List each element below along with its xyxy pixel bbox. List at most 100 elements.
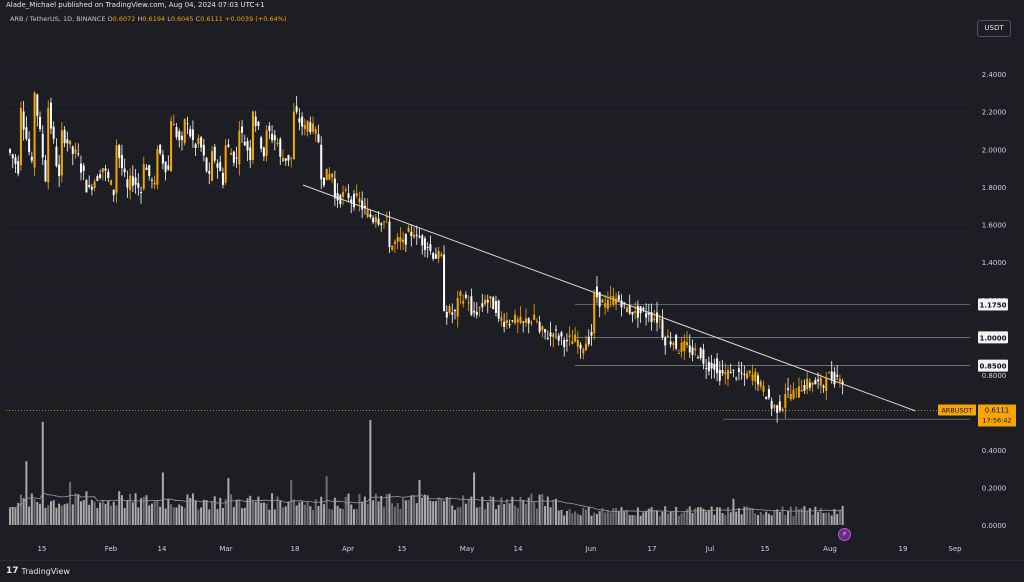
volume-bar <box>79 501 82 525</box>
publisher-line: Alade_Michael published on TradingView.c… <box>6 1 265 9</box>
candle-body <box>120 154 123 169</box>
candle-body <box>71 146 74 154</box>
candle-body <box>391 245 394 250</box>
candle-body <box>347 193 350 199</box>
candle-body <box>748 370 751 374</box>
candle-body <box>617 295 620 301</box>
volume-bar <box>639 515 642 525</box>
candle-body <box>410 231 413 237</box>
volume-bar <box>691 512 694 525</box>
level-label: 1.1750 <box>979 301 1006 309</box>
candle-body <box>767 389 770 398</box>
volume-bar <box>317 506 320 525</box>
volume-bar <box>19 494 22 525</box>
candle-body <box>535 320 538 322</box>
candle-body <box>762 385 765 392</box>
volume-tick-label: 0.4000 <box>982 447 1007 455</box>
volume-bar <box>838 509 841 525</box>
candle-body <box>317 134 320 143</box>
candle-body <box>423 238 426 251</box>
volume-bar <box>555 498 557 525</box>
candle-body <box>819 377 822 386</box>
volume-bar <box>500 497 503 525</box>
volume-bar <box>251 499 254 525</box>
volume-bar <box>369 420 372 525</box>
candle-body <box>833 371 836 385</box>
candle-body <box>271 133 274 141</box>
footer: 17 TradingView <box>0 560 1024 582</box>
volume-bar <box>25 461 28 525</box>
volume-bar <box>445 497 448 525</box>
candle-body <box>787 388 790 391</box>
candle-body <box>298 118 301 123</box>
volume-bar <box>642 512 645 525</box>
volume-bar <box>322 504 325 525</box>
candle-body <box>675 335 678 349</box>
candle-body <box>792 389 795 399</box>
candle-body <box>194 144 197 148</box>
candle-body <box>555 329 557 331</box>
currency-button[interactable]: USDT <box>977 20 1011 37</box>
volume-bar <box>522 500 525 525</box>
close-value: 0.6111 <box>200 15 223 23</box>
volume-bar <box>44 507 47 525</box>
candle-body <box>797 386 800 398</box>
volume-bar <box>268 509 271 525</box>
candle-body <box>470 296 473 315</box>
volume-bar <box>770 515 773 525</box>
volume-bar <box>404 500 407 525</box>
volume-bar <box>82 500 85 525</box>
horizontal-levels <box>575 304 970 420</box>
candle-body <box>494 300 497 313</box>
volume-bar <box>459 507 462 525</box>
candle-body <box>456 297 459 317</box>
candle-body <box>492 297 495 310</box>
volume-bar <box>527 497 530 525</box>
candle-body <box>658 318 661 320</box>
candle-body <box>814 380 817 385</box>
candle-body <box>776 405 779 413</box>
candle-body <box>131 176 134 186</box>
candle-body <box>145 167 148 170</box>
candle-body <box>699 348 702 359</box>
current-price-label: ARBUSDT 0.6111 17:56:42 <box>938 404 1016 427</box>
candle-body <box>634 311 637 313</box>
tradingview-logo[interactable]: 17 TradingView <box>6 566 70 576</box>
volume-bar <box>11 507 14 525</box>
volume-bar <box>115 505 118 525</box>
time-tick-label: 15 <box>398 545 407 553</box>
price-chart[interactable]: 2.40002.20002.00001.80001.60001.40001.20… <box>0 0 1024 560</box>
volume-bar <box>333 497 336 525</box>
volume-bar <box>221 507 224 525</box>
candle-body <box>25 127 28 139</box>
candle-body <box>721 370 724 374</box>
candle-body <box>44 160 47 182</box>
candle-body <box>325 168 328 181</box>
candle-body <box>216 163 219 168</box>
candle-body <box>52 126 55 139</box>
candle-body <box>282 157 284 162</box>
candle-body <box>101 168 104 173</box>
candle-body <box>541 326 544 331</box>
volume-bar <box>541 494 544 525</box>
candle-body <box>333 178 336 199</box>
candle-body <box>825 376 828 392</box>
volume-bar <box>39 503 42 525</box>
candle-body <box>686 342 689 346</box>
low-label: L <box>167 15 171 23</box>
volume-bar <box>101 501 104 525</box>
candle-body <box>434 254 437 259</box>
candle-body <box>241 126 244 133</box>
volume-bar <box>328 508 331 525</box>
volume-bar <box>789 506 792 525</box>
candle-body <box>838 378 841 382</box>
price-tick-label: 1.6000 <box>982 222 1007 230</box>
volume-bar <box>314 499 317 525</box>
candle-body <box>587 336 590 345</box>
lightning-icon[interactable]: ⚡ <box>838 528 851 541</box>
candle-body <box>784 393 787 408</box>
candle-body <box>178 131 181 141</box>
candle-body <box>579 344 582 349</box>
candle-body <box>757 375 760 385</box>
volume-bar <box>391 503 394 525</box>
